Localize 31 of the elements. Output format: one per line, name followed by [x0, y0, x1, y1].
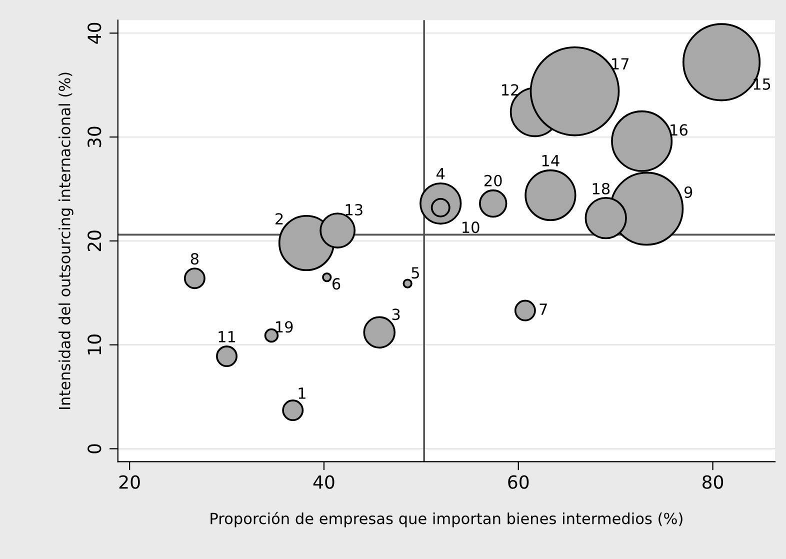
y-tick-label: 10 — [88, 334, 102, 354]
y-tick-label: 30 — [88, 126, 102, 148]
x-tick-label: 60 — [508, 475, 529, 489]
annotation: 11 — [218, 331, 236, 342]
annotation: 5 — [412, 267, 419, 279]
x-tick-label: 80 — [702, 475, 724, 489]
annotation: 6 — [332, 278, 340, 290]
annotation: 14 — [542, 155, 560, 166]
annotation: 3 — [392, 308, 400, 320]
annotation: 10 — [462, 222, 480, 234]
x-axis-title: Proporción de empresas que importan bienes intermedios (%) — [210, 512, 682, 528]
annotation: 9 — [684, 186, 692, 198]
annotation: 8 — [190, 253, 199, 265]
annotation: 15 — [754, 78, 770, 90]
x-tick-label: 40 — [313, 475, 334, 489]
annotation: 12 — [502, 84, 518, 96]
annotation: 17 — [612, 58, 629, 70]
annotation: 13 — [346, 204, 362, 216]
y-tick-label: 20 — [88, 230, 102, 252]
annotation: 16 — [670, 124, 688, 136]
annotation: 19 — [276, 321, 293, 333]
annotation: 4 — [436, 168, 445, 180]
annotation: 7 — [540, 304, 547, 315]
annotation: 2 — [276, 213, 283, 224]
x-tick-label: 20 — [119, 475, 140, 489]
annotation: 20 — [484, 174, 502, 186]
y-axis-title: Intensidad del outsourcing internacional (%) — [58, 72, 74, 409]
y-tick-label: 0 — [88, 444, 102, 454]
y-tick-label: 40 — [88, 22, 102, 44]
annotation: 18 — [592, 182, 610, 194]
annotation: 1 — [298, 388, 306, 399]
